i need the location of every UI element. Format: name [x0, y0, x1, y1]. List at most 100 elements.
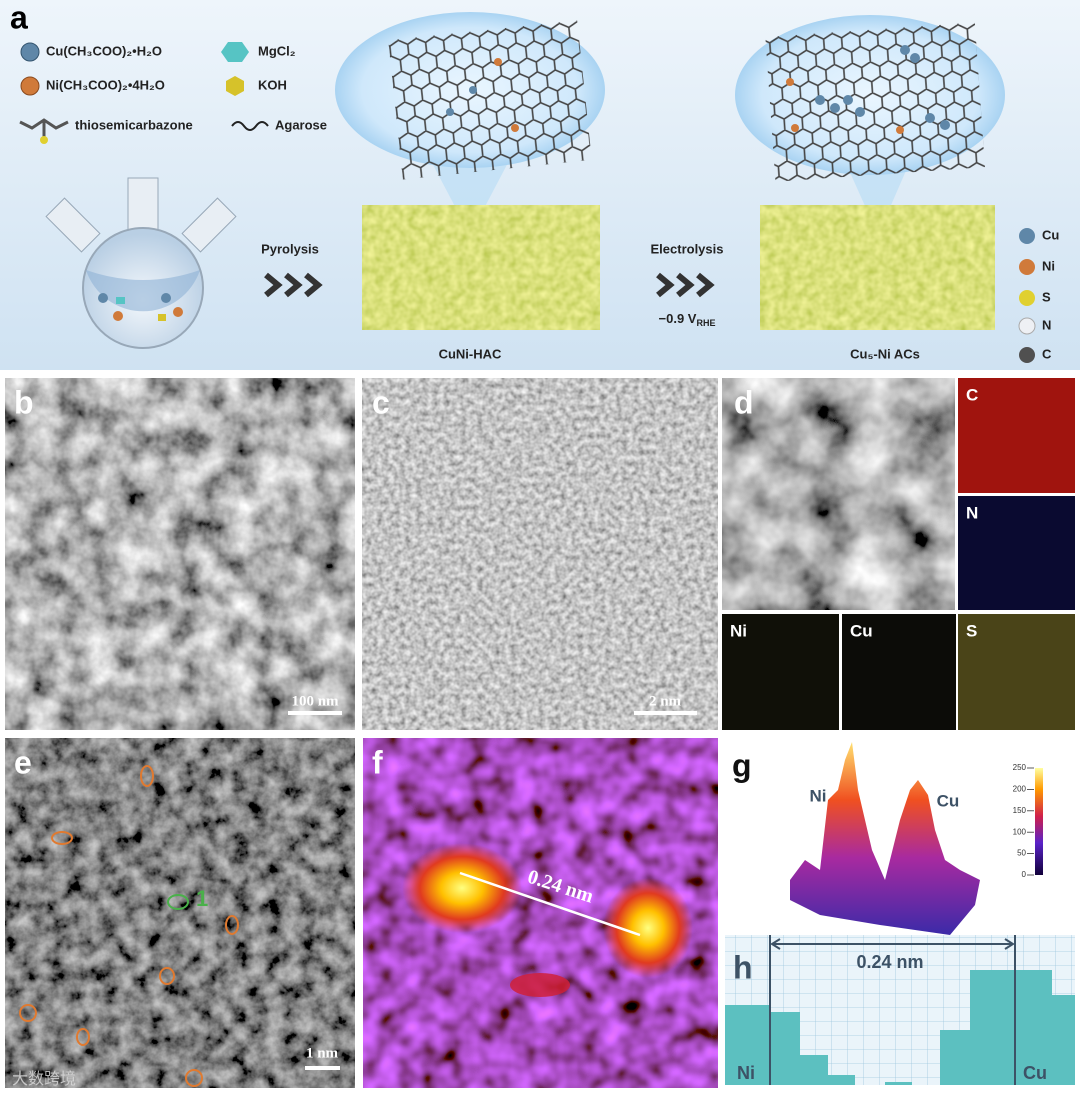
potential-subscript: RHE [696, 318, 715, 328]
peak-label: Ni [810, 786, 827, 805]
map-label: S [966, 621, 977, 640]
decor-circle [173, 307, 183, 317]
map-cu [842, 614, 956, 730]
decor-circle [925, 113, 935, 123]
potential: −0.9 VRHE [659, 311, 716, 328]
decor-circle [830, 103, 840, 113]
watermark: 大数跨境 [12, 1069, 76, 1088]
graphene [388, 20, 592, 180]
carbon-foam [362, 205, 600, 330]
decor-ellipse [51, 831, 73, 845]
colorbar [1035, 768, 1043, 875]
panel-label: a [10, 0, 28, 35]
colorbar-tick-label: 250 [1013, 763, 1027, 772]
decor-circle [815, 95, 825, 105]
end-label: Ni [737, 1063, 755, 1083]
scale-label: 2 nm [649, 693, 682, 709]
profile-bars [725, 970, 1075, 1085]
hotspot [510, 973, 570, 997]
decor-rect [116, 297, 125, 304]
ligand: thiosemicarbazone [75, 117, 193, 132]
decor-circle [113, 311, 123, 321]
atoms [786, 45, 950, 134]
site-marker [167, 894, 189, 910]
decor-circle [98, 293, 108, 303]
carbon-foam [760, 205, 995, 330]
colorbar-tick-label: 50 [1017, 849, 1026, 858]
reagent: KOH [258, 77, 287, 92]
site-label: 1 [196, 886, 208, 911]
atom [511, 124, 519, 132]
intensity-surface [790, 742, 980, 935]
end-label: Cu [1023, 1063, 1047, 1083]
decor-circle [161, 293, 171, 303]
step-label: Pyrolysis [261, 241, 319, 256]
decor-circle [940, 120, 950, 130]
map-label: Ni [730, 621, 747, 640]
atom-label: Ni [1042, 258, 1055, 273]
cu-hotspot [603, 878, 693, 978]
atom-label: Cu [1042, 227, 1059, 242]
map-ni [722, 614, 839, 730]
product-label: Cu₅-Ni ACs [850, 346, 920, 361]
map-label: C [966, 385, 978, 404]
panel-label: c [372, 384, 390, 420]
stem-image [5, 738, 355, 1088]
decor-circle [1019, 259, 1035, 275]
flask [45, 177, 237, 349]
atom [494, 58, 502, 66]
atom-legend [1018, 228, 1036, 363]
map-n [958, 496, 1075, 610]
decor-rect [45, 197, 101, 253]
binder: Agarose [275, 117, 327, 132]
scale-label: 1 nm [306, 1045, 339, 1061]
graphene [765, 22, 985, 182]
scale-label: 100 nm [291, 693, 339, 709]
panel-label: g [732, 747, 752, 783]
decor-ellipse [159, 967, 175, 985]
distance-line [459, 871, 641, 937]
reagent: Ni(CH₃COO)₂•4H₂O [46, 77, 165, 92]
decor-ellipse [140, 765, 154, 787]
molecule-icon [19, 118, 69, 138]
atom [469, 86, 477, 94]
ni-icon [20, 76, 40, 96]
product-label: CuNi-HAC [439, 346, 502, 361]
tem-image [362, 378, 718, 730]
arrow [264, 272, 323, 298]
panel-label: f [372, 744, 383, 780]
haadf-image [722, 378, 955, 610]
mgcl2-icon [221, 42, 249, 62]
decor-circle [910, 53, 920, 63]
koh-icon [226, 76, 244, 96]
s-atom [40, 136, 48, 144]
step-label: Electrolysis [651, 241, 724, 256]
decor-circle [786, 78, 794, 86]
distance-arrow [770, 938, 1015, 950]
decor-circle [1019, 290, 1035, 306]
distance-label: 0.24 nm [856, 952, 923, 972]
decor-circle [855, 107, 865, 117]
panel-label: e [14, 744, 32, 780]
panel-label: h [733, 949, 753, 985]
decor-rect [181, 197, 237, 253]
atom-label: S [1042, 289, 1051, 304]
decor-ellipse [19, 1004, 37, 1022]
decor-ellipse [76, 1028, 90, 1046]
atom [446, 108, 454, 116]
site-markers [19, 765, 239, 1087]
decor-circle [791, 124, 799, 132]
decor-circle [1019, 347, 1035, 363]
colorbar-tick-label: 150 [1013, 806, 1027, 815]
decor-circle [896, 126, 904, 134]
atom-label: N [1042, 317, 1051, 332]
potential-value: −0.9 V [659, 311, 697, 326]
sem-image [5, 378, 355, 730]
map-label: N [966, 503, 978, 522]
map-label: Cu [850, 621, 873, 640]
reagent: Cu(CH₃COO)₂•H₂O [46, 43, 162, 58]
reagent: MgCl₂ [258, 43, 296, 58]
panel-label: d [734, 384, 754, 420]
atom-label: C [1042, 346, 1052, 361]
